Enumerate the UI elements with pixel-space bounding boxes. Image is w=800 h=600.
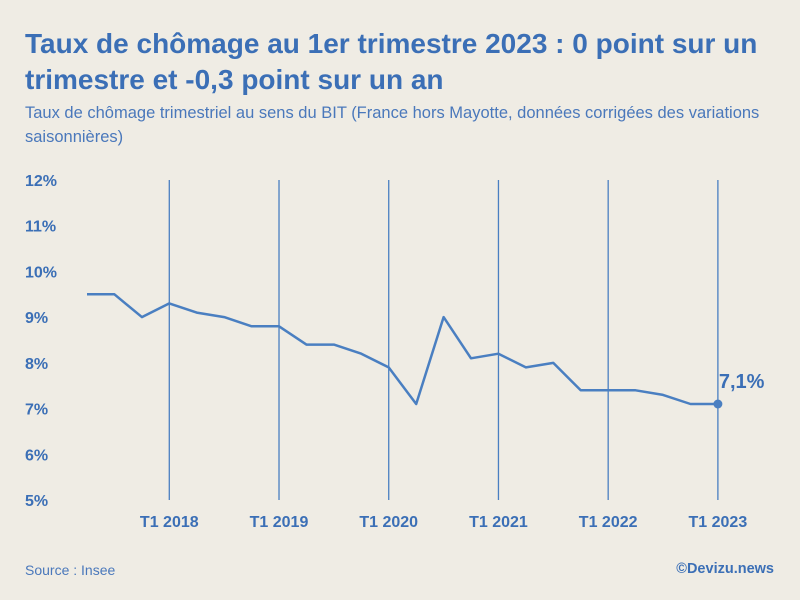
x-tick-label: T1 2019 <box>250 514 309 531</box>
series-points <box>713 399 723 409</box>
y-tick-label: 6% <box>25 447 48 464</box>
vertical-gridlines <box>168 180 719 500</box>
brand-credit[interactable]: ©Devizu.news <box>676 561 774 577</box>
y-tick-label: 11% <box>25 219 56 236</box>
x-tick-label: T1 2020 <box>359 514 418 531</box>
series-line <box>87 293 718 406</box>
y-tick-label: 10% <box>25 264 57 281</box>
chart-title: Taux de chômage au 1er trimestre 2023 : … <box>25 28 758 95</box>
y-axis-ticks: 5% 6% 7% 8% 9% 10% 11% 12% <box>25 173 57 510</box>
x-tick-label: T1 2022 <box>579 514 638 531</box>
x-tick-label: T1 2021 <box>469 514 528 531</box>
chart-subtitle: Taux de chômage trimestriel au sens du B… <box>25 104 760 146</box>
y-tick-label: 9% <box>25 310 48 327</box>
source-note: Source : Insee <box>25 562 116 578</box>
last-value-label: 7,1% <box>719 371 765 393</box>
y-tick-label: 12% <box>25 173 57 190</box>
x-tick-label: T1 2018 <box>140 514 199 531</box>
last-data-point <box>713 399 723 409</box>
y-tick-label: 7% <box>25 402 48 419</box>
x-tick-label: T1 2023 <box>689 514 748 531</box>
y-tick-label: 5% <box>25 493 48 510</box>
x-axis-ticks: T1 2018 T1 2019 T1 2020 T1 2021 T1 2022 T1 20… <box>140 514 747 531</box>
y-tick-label: 8% <box>25 356 48 373</box>
